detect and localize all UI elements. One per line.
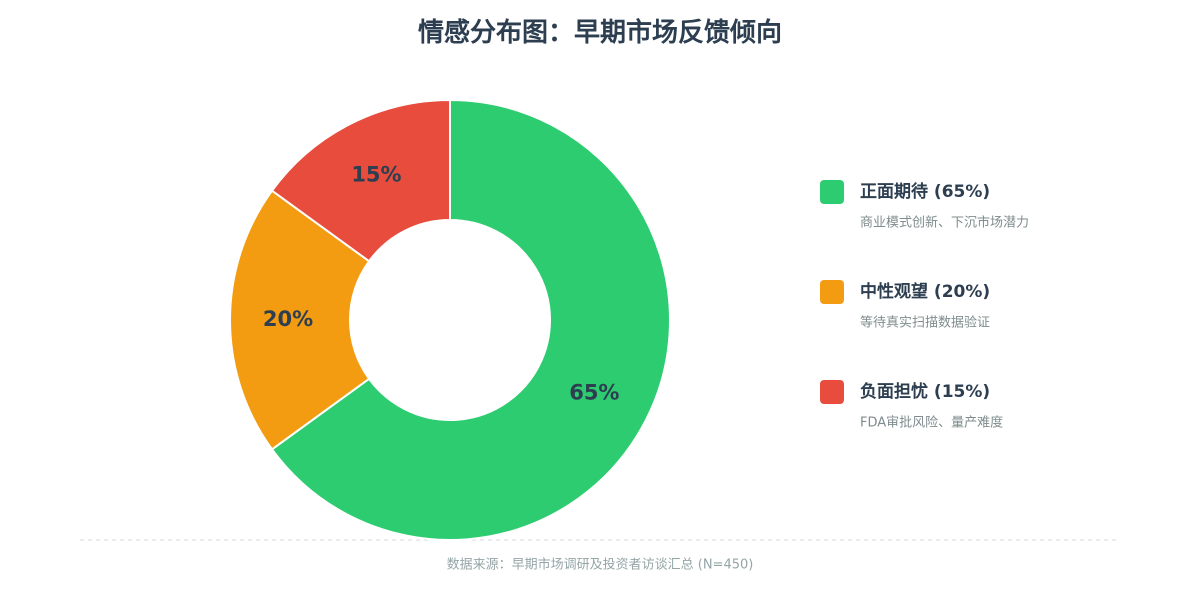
source-note: 数据来源：早期市场调研及投资者访谈汇总 (N=450) bbox=[447, 557, 754, 573]
legend-swatch bbox=[820, 380, 844, 404]
legend-description: 等待真实扫描数据验证 bbox=[860, 315, 990, 331]
chart-title: 情感分布图：早期市场反馈倾向 bbox=[418, 17, 782, 48]
legend-swatch bbox=[820, 180, 844, 204]
value-label: 20% bbox=[263, 307, 313, 331]
legend-swatch bbox=[820, 280, 844, 304]
donut-slice bbox=[270, 98, 671, 541]
legend-label: 中性观望 (20%) bbox=[860, 281, 990, 302]
donut-slice bbox=[270, 98, 451, 263]
donut-slice bbox=[229, 189, 371, 451]
value-label: 15% bbox=[351, 163, 401, 187]
value-label: 65% bbox=[569, 381, 619, 405]
legend-label: 负面担忧 (15%) bbox=[860, 381, 990, 402]
legend-description: FDA审批风险、量产难度 bbox=[860, 415, 1003, 431]
legend-label: 正面期待 (65%) bbox=[860, 181, 990, 202]
legend-description: 商业模式创新、下沉市场潜力 bbox=[860, 215, 1029, 231]
